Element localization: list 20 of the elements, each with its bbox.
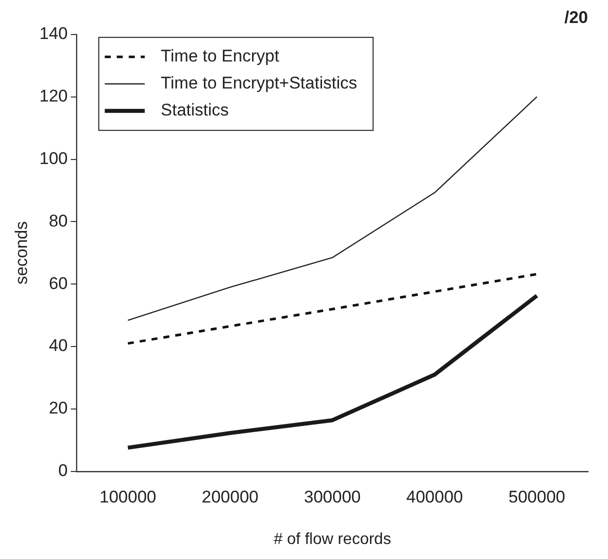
x-tick-label: 200000 [202, 487, 258, 506]
y-tick-label: 60 [48, 274, 68, 293]
x-tick-label: 100000 [100, 487, 156, 506]
line-series [126, 272, 538, 345]
y-tick-label: 140 [39, 24, 68, 44]
y-tick-label: 120 [39, 86, 68, 106]
y-tick-label: 80 [48, 211, 68, 230]
y-tick-label: 40 [48, 336, 68, 356]
legend-label: Time to Encrypt [160, 46, 280, 66]
y-tick-label: 20 [48, 398, 68, 418]
x-axis-title: # of flow records [274, 530, 392, 548]
y-axis-title: seconds [12, 221, 31, 285]
y-tick-label: 100 [39, 148, 68, 168]
x-tick-label: 500000 [508, 487, 566, 506]
legend-label: Statistics [160, 100, 229, 120]
chart-title: /20 [564, 8, 588, 27]
y-tick-label: 0 [58, 461, 68, 480]
x-tick-label: 400000 [406, 487, 463, 506]
x-tick-label: 300000 [304, 487, 361, 506]
legend-label: Time to Encrypt+Statistics [160, 74, 358, 93]
